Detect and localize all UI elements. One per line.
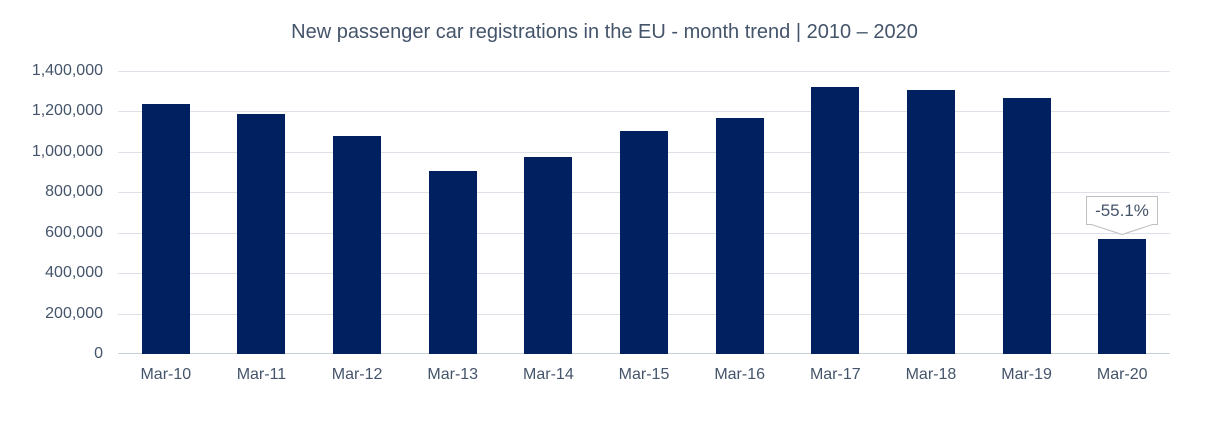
bar-Mar-12 bbox=[333, 135, 382, 354]
bar-series bbox=[118, 71, 1170, 354]
plot-area bbox=[118, 71, 1170, 354]
bar-slot bbox=[405, 71, 501, 354]
x-tick-label: Mar-15 bbox=[618, 366, 670, 383]
bar-slot bbox=[883, 71, 979, 354]
bar-Mar-19 bbox=[1002, 98, 1051, 354]
y-tick-label: 1,200,000 bbox=[31, 102, 103, 120]
y-tick-label: 600,000 bbox=[45, 223, 103, 241]
callout-bubble-shape bbox=[1086, 196, 1158, 235]
bar-slot bbox=[787, 71, 883, 354]
y-tick-label: 800,000 bbox=[45, 183, 103, 201]
x-tick-label: Mar-12 bbox=[331, 366, 383, 383]
y-axis-labels: 0 200,000 400,000 600,000 800,000 1,000,000 1,… bbox=[0, 62, 103, 362]
bar-slot bbox=[979, 71, 1075, 354]
bar-slot bbox=[118, 71, 214, 354]
bar-slot bbox=[214, 71, 310, 354]
x-tick-label: Mar-19 bbox=[1001, 366, 1052, 383]
y-tick-label: 0 bbox=[94, 345, 103, 362]
x-tick-label: Mar-11 bbox=[236, 366, 287, 383]
y-tick-label: 400,000 bbox=[45, 264, 103, 282]
bar-Mar-13 bbox=[428, 171, 477, 354]
x-tick-label: Mar-18 bbox=[905, 366, 957, 383]
bar-Mar-14 bbox=[524, 156, 573, 354]
annotation-label: -55.1% bbox=[1095, 201, 1149, 220]
bar-slot bbox=[596, 71, 692, 354]
bar-slot bbox=[692, 71, 788, 354]
bar-Mar-16 bbox=[715, 117, 764, 354]
x-tick-label: Mar-10 bbox=[140, 366, 192, 383]
y-tick-label: 1,400,000 bbox=[31, 62, 103, 79]
gridline bbox=[118, 111, 1170, 113]
x-tick-label: Mar-16 bbox=[714, 366, 765, 383]
annotation-callout: -55.1% bbox=[1086, 196, 1158, 236]
bar-Mar-17 bbox=[811, 87, 860, 354]
bar-slot bbox=[309, 71, 405, 354]
x-tick-label: Mar-17 bbox=[809, 366, 861, 383]
bar-slot bbox=[501, 71, 597, 354]
chart-title: New passenger car registrations in the E… bbox=[291, 21, 918, 43]
bar-Mar-11 bbox=[237, 114, 286, 354]
bar-Mar-10 bbox=[141, 104, 190, 354]
bar-Mar-18 bbox=[906, 90, 955, 354]
x-tick-label: Mar-13 bbox=[427, 366, 479, 383]
bar-slot bbox=[1074, 71, 1170, 354]
x-tick-label: Mar-20 bbox=[1096, 366, 1148, 383]
x-tick-label: Mar-14 bbox=[523, 366, 574, 383]
y-tick-label: 200,000 bbox=[45, 304, 103, 322]
y-tick-label: 1,000,000 bbox=[31, 142, 103, 160]
bar-Mar-20 bbox=[1098, 239, 1147, 354]
bar-Mar-15 bbox=[620, 130, 669, 354]
x-axis-labels: Mar-10 Mar-11 Mar-12 Mar-13 Mar-14 Mar-15 Mar-… bbox=[118, 365, 1170, 385]
gridline bbox=[118, 71, 1170, 72]
